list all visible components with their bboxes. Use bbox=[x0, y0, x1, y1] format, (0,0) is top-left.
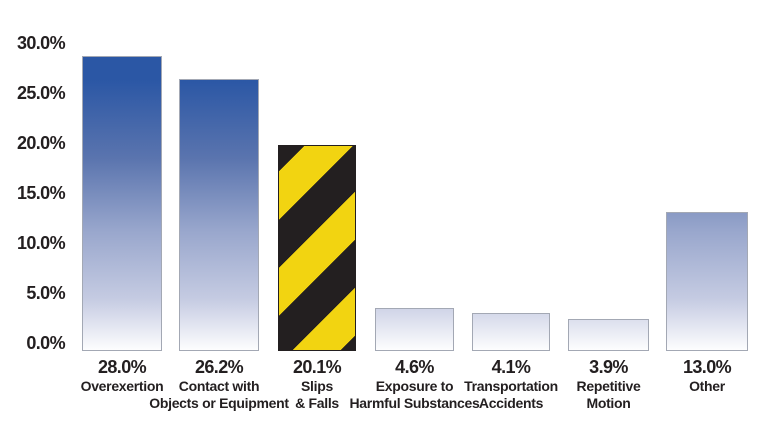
y-tick-label-5.0: 5.0% bbox=[26, 283, 65, 303]
x-label-transportation-accidents: 4.1% Transportation Accidents bbox=[421, 357, 601, 412]
x-label-slips-falls: 20.1% Slips & Falls bbox=[227, 357, 407, 412]
bar-slips-falls bbox=[278, 145, 356, 351]
x-label-contact-with-objects-or-equipment: 26.2% Contact with Objects or Equipment bbox=[129, 357, 309, 412]
bar-repetitive-motion bbox=[568, 319, 649, 351]
bar-overexertion bbox=[82, 56, 162, 351]
bar-category-label: Overexertion bbox=[80, 378, 164, 394]
bar-value-label: 28.0% bbox=[97, 357, 147, 377]
bar-category-label: Other bbox=[689, 378, 725, 394]
bar-value-label: 3.9% bbox=[589, 357, 628, 377]
bar-exposure-to-harmful-substances bbox=[375, 308, 454, 351]
x-label-exposure-to-harmful-substances: 4.6% Exposure to Harmful Substances bbox=[325, 357, 505, 412]
bar-value-label: 26.2% bbox=[194, 357, 244, 377]
y-tick-label-20.0: 20.0% bbox=[16, 133, 66, 153]
bar-category-label: Repetitive Motion bbox=[576, 378, 641, 411]
bar-category-label: Contact with Objects or Equipment bbox=[149, 378, 289, 411]
x-label-other: 13.0% Other bbox=[617, 357, 768, 395]
y-tick-label-10.0: 10.0% bbox=[16, 233, 66, 253]
bar-category-label: Transportation Accidents bbox=[464, 378, 558, 411]
x-label-repetitive-motion: 3.9% Repetitive Motion bbox=[519, 357, 699, 412]
x-label-overexertion: 28.0% Overexertion bbox=[32, 357, 212, 395]
y-tick-label-25.0: 25.0% bbox=[16, 83, 66, 103]
bar-value-label: 20.1% bbox=[292, 357, 342, 377]
bar-transportation-accidents bbox=[472, 313, 550, 351]
bar-category-label: Exposure to Harmful Substances bbox=[349, 378, 480, 411]
y-tick-label-30.0: 30.0% bbox=[16, 33, 66, 53]
bar-contact-with-objects-or-equipment bbox=[179, 79, 259, 351]
bar-value-label: 4.1% bbox=[491, 357, 531, 377]
y-tick-label-0.0: 0.0% bbox=[26, 333, 65, 353]
bar-category-label: Slips & Falls bbox=[295, 378, 339, 411]
bar-value-label: 13.0% bbox=[682, 357, 732, 377]
bar-other bbox=[666, 212, 748, 351]
y-tick-label-15.0: 15.0% bbox=[16, 183, 66, 203]
bar-value-label: 4.6% bbox=[395, 357, 434, 377]
